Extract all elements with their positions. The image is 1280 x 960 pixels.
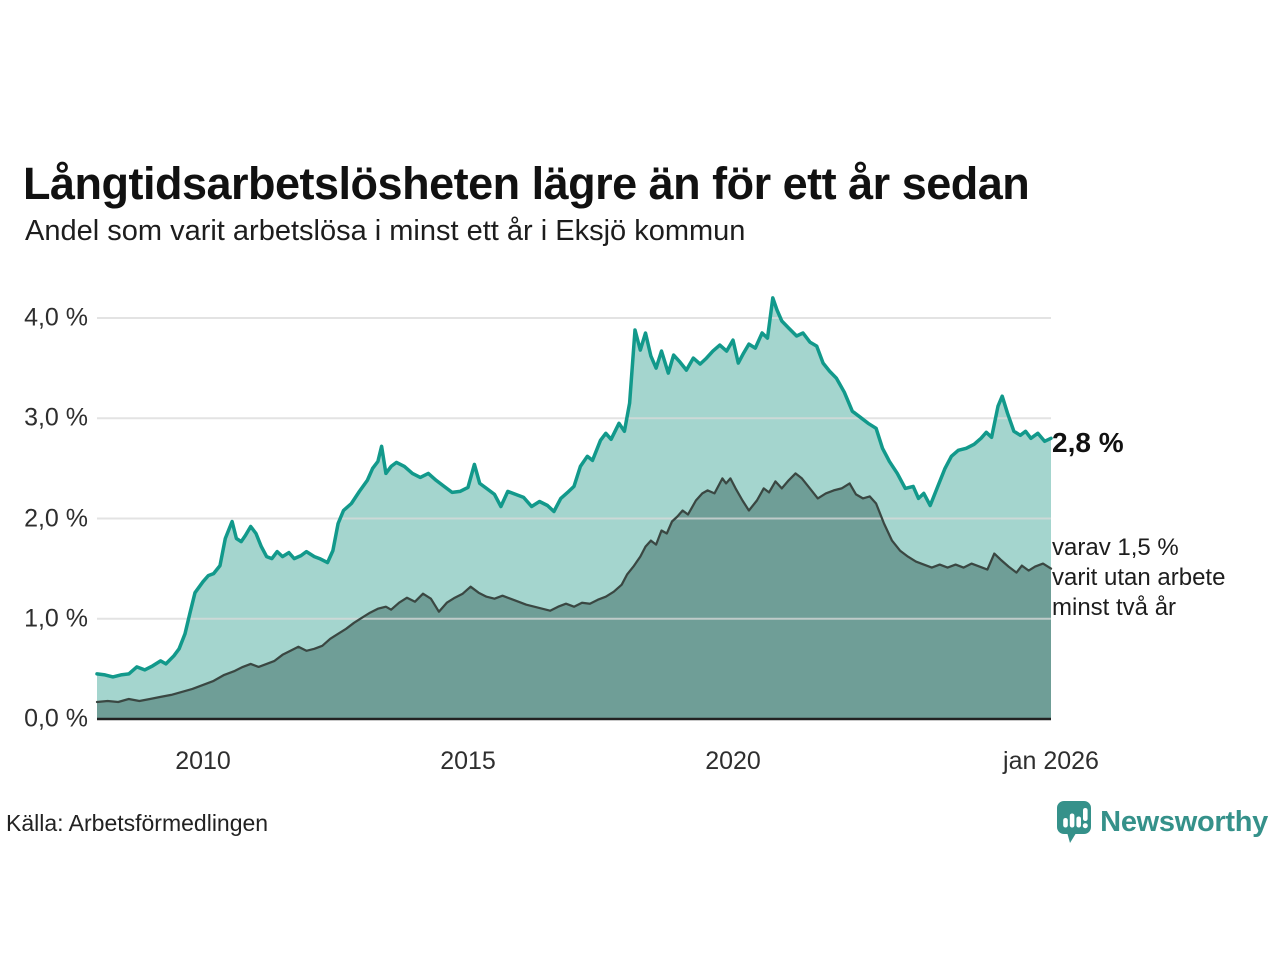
series-line-1 [95, 472, 1053, 704]
x-axis-label-2026: jan 2026 [1003, 747, 1099, 775]
newsworthy-wordmark: Newsworthy [1100, 805, 1268, 838]
series-fill-1 [97, 473, 1051, 719]
chart-speech-bubble-icon [1057, 801, 1092, 843]
y-axis-label-2: 2,0 % [24, 504, 88, 532]
y-axis-label-0: 0,0 % [24, 704, 88, 733]
x-axis-label-2020: 2020 [705, 747, 761, 775]
y-axis-label-4: 4,0 % [24, 303, 88, 332]
page-subtitle: Andel som varit arbetslösa i minst ett å… [25, 215, 746, 247]
source-text: Källa: Arbetsförmedlingen [6, 810, 269, 836]
secondary-value-label: varav 1,5 % varit utan arbete minst två … [1052, 534, 1226, 621]
last-value-label: 2,8 % [1052, 427, 1124, 458]
x-axis-label-2015: 2015 [440, 747, 496, 775]
y-axis-label-1: 1,0 % [24, 604, 88, 633]
newsworthy-logo: Newsworthy [1056, 799, 1268, 845]
series-line-0 [95, 296, 1053, 679]
x-axis-label-2010: 2010 [175, 747, 231, 775]
y-axis-label-3: 3,0 % [24, 403, 88, 432]
page-title: Långtidsarbetslösheten lägre än för ett … [23, 158, 1030, 210]
